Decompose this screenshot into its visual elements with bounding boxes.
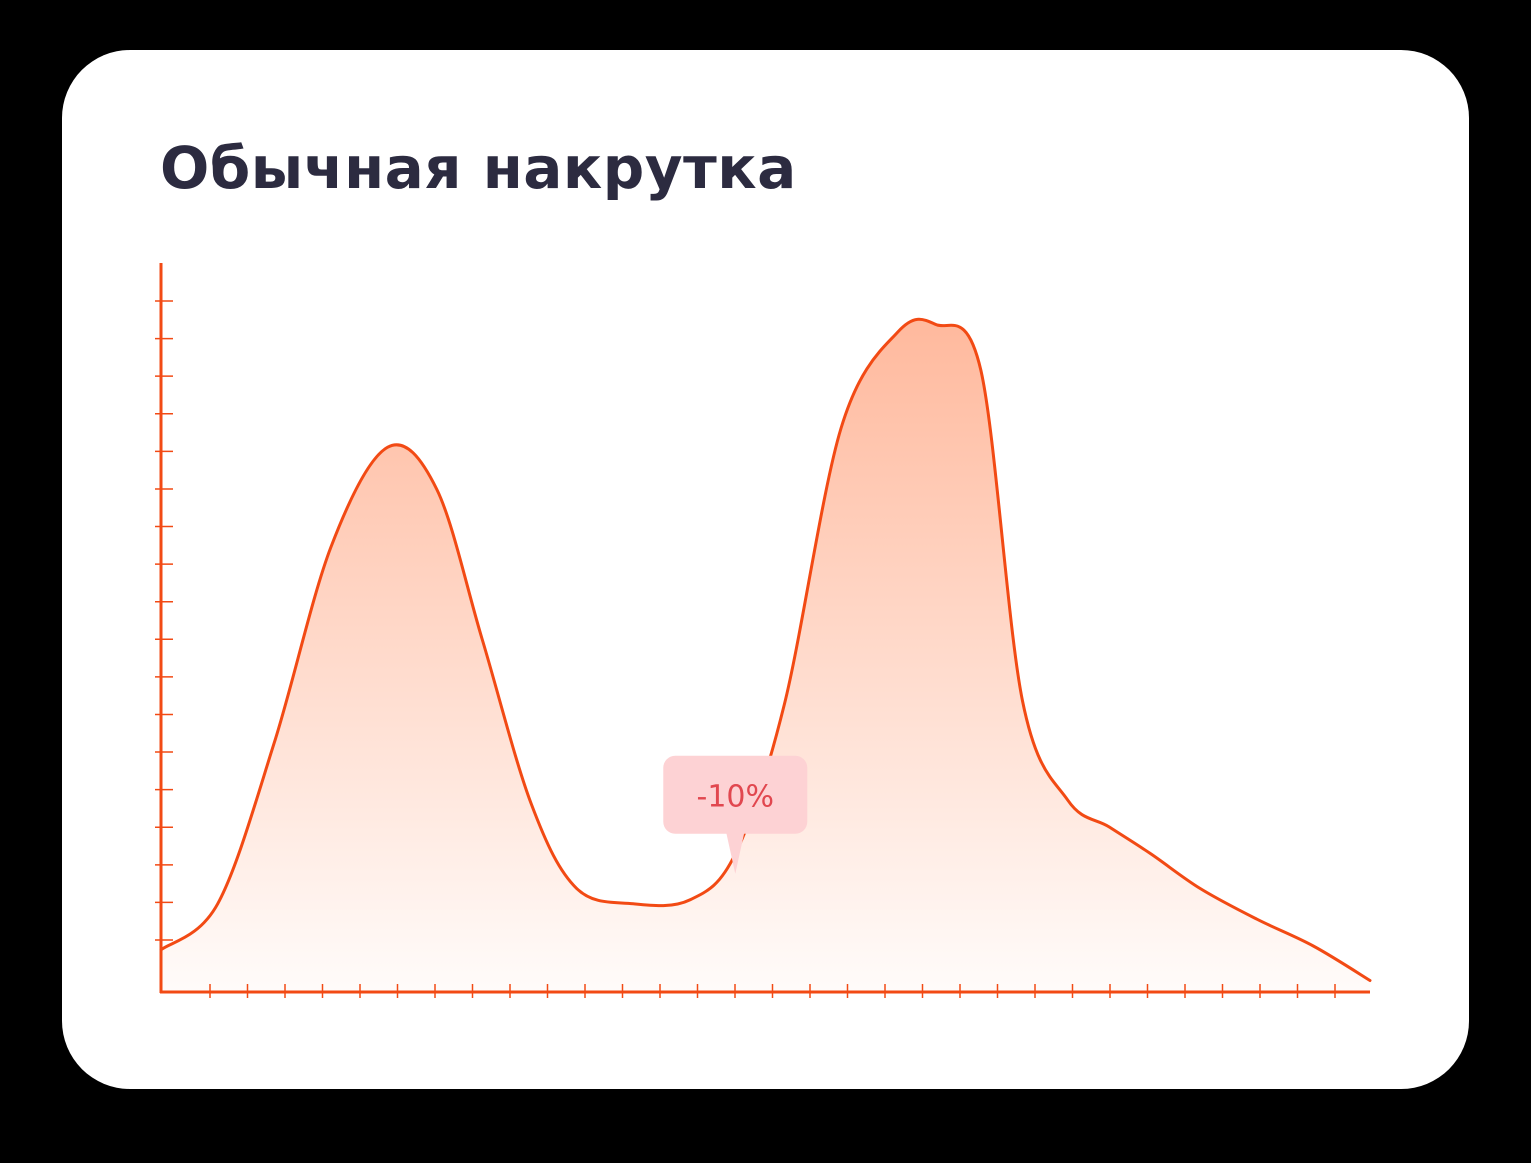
callout-box xyxy=(663,755,808,834)
callout: -10% xyxy=(663,755,808,874)
series-line xyxy=(159,317,1372,982)
area-fill xyxy=(161,319,1370,993)
chart-title: Обычная накрутка xyxy=(160,134,797,202)
callout-label: -10% xyxy=(697,779,775,814)
callout-pointer xyxy=(726,832,745,874)
